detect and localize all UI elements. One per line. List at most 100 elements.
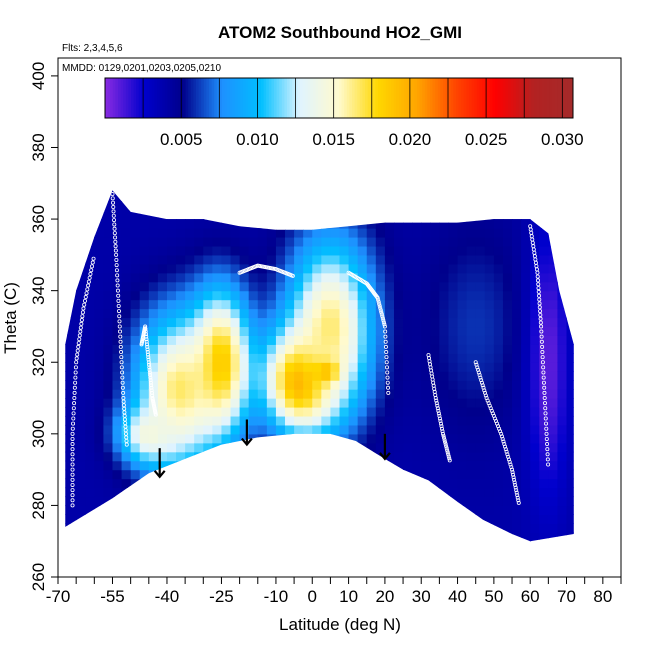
flight-track-point (545, 442, 550, 447)
x-tick-label: 70 (557, 587, 576, 606)
heatmap-cell (375, 228, 386, 238)
heatmap-cell (521, 281, 531, 292)
heatmap-cell (157, 192, 168, 202)
heatmap-cell (321, 496, 332, 507)
heatmap-cell (548, 190, 559, 193)
heatmap-cell (112, 335, 123, 345)
heatmap-cell (384, 263, 395, 274)
flight-track-point (74, 360, 79, 365)
heatmap-cell (166, 272, 177, 283)
heatmap-cell (130, 192, 141, 202)
heatmap-cell (403, 380, 413, 390)
heatmap-cell (276, 541, 286, 551)
heatmap-cell (403, 210, 413, 220)
colorbar-swatch (398, 78, 402, 118)
heatmap-cell (321, 254, 332, 265)
heatmap-cell (67, 281, 77, 292)
heatmap-cell (339, 281, 350, 292)
heatmap-cell (139, 192, 150, 202)
heatmap-cell (412, 460, 422, 471)
heatmap-cell (121, 478, 132, 489)
heatmap-cell (130, 487, 141, 498)
heatmap-cell (266, 254, 277, 265)
heatmap-cell (466, 380, 477, 390)
heatmap-cell (221, 344, 232, 354)
heatmap-cell (148, 192, 159, 202)
heatmap-cell (403, 236, 413, 247)
heatmap-cell (502, 344, 513, 354)
heatmap-cell (157, 344, 168, 354)
heatmap-cell (176, 371, 186, 381)
heatmap-cell (493, 505, 504, 515)
heatmap-cell (321, 478, 332, 489)
x-tick-label: 40 (448, 587, 467, 606)
heatmap-cell (475, 398, 486, 408)
flight-track-point (436, 408, 441, 413)
heatmap-cell (548, 201, 559, 211)
flight-track-point (380, 316, 385, 321)
heatmap-cell (366, 523, 377, 533)
heatmap-cell (248, 469, 259, 480)
heatmap-cell (85, 514, 95, 524)
flight-track-point (143, 332, 148, 337)
heatmap-cell (484, 190, 495, 193)
heatmap-cell (384, 201, 395, 211)
heatmap-cell (512, 478, 522, 489)
heatmap-cell (185, 210, 195, 220)
heatmap-cell (393, 272, 404, 283)
heatmap-cell (194, 523, 204, 533)
colorbar-swatch (513, 78, 517, 118)
heatmap-cell (157, 335, 168, 345)
heatmap-cell (403, 532, 413, 542)
heatmap-cell (348, 505, 359, 515)
heatmap-cell (330, 442, 341, 453)
heatmap-cell (266, 514, 277, 524)
heatmap-cell (484, 281, 495, 292)
heatmap-cell (448, 308, 459, 319)
y-tick-label: 300 (29, 420, 48, 448)
heatmap-cell (166, 523, 177, 533)
heatmap-cell (421, 210, 431, 220)
heatmap-cell (176, 532, 186, 542)
heatmap-cell (502, 523, 513, 533)
heatmap-cell (502, 398, 513, 408)
heatmap-cell (375, 523, 386, 533)
heatmap-cell (366, 326, 377, 336)
heatmap-cell (158, 541, 168, 551)
heatmap-cell (393, 451, 404, 462)
colorbar-swatch (323, 78, 327, 118)
heatmap-cell (412, 487, 422, 498)
heatmap-cell (148, 201, 159, 211)
heatmap-cell (439, 299, 450, 310)
flight-track-point (539, 329, 544, 334)
y-tick-label: 340 (29, 276, 48, 304)
heatmap-cell (566, 299, 574, 310)
heatmap-cell (285, 505, 295, 515)
heatmap-cell (103, 281, 114, 292)
heatmap-cell (266, 532, 277, 542)
heatmap-cell (521, 398, 531, 408)
colorbar-swatch (315, 78, 319, 118)
heatmap-cell (357, 210, 368, 220)
heatmap-cell (421, 478, 431, 489)
heatmap-cell (412, 398, 422, 408)
heatmap-cell (548, 478, 559, 489)
heatmap-cell (484, 192, 495, 202)
heatmap-cell (94, 210, 105, 220)
heatmap-cell (212, 254, 223, 265)
flight-track-point (143, 329, 148, 334)
heatmap-cell (67, 389, 77, 399)
heatmap-cell (194, 514, 204, 524)
heatmap-cell (521, 263, 531, 274)
heatmap-cell (285, 201, 295, 211)
heatmap-cell (521, 236, 531, 247)
heatmap-cell (303, 505, 313, 515)
heatmap-cell (139, 308, 150, 319)
heatmap-cell (203, 550, 213, 560)
heatmap-cell (67, 353, 77, 363)
heatmap-cell (203, 344, 213, 354)
heatmap-cell (466, 406, 477, 417)
heatmap-cell (493, 415, 504, 426)
heatmap-cell (285, 496, 295, 507)
heatmap-cell (148, 290, 159, 301)
